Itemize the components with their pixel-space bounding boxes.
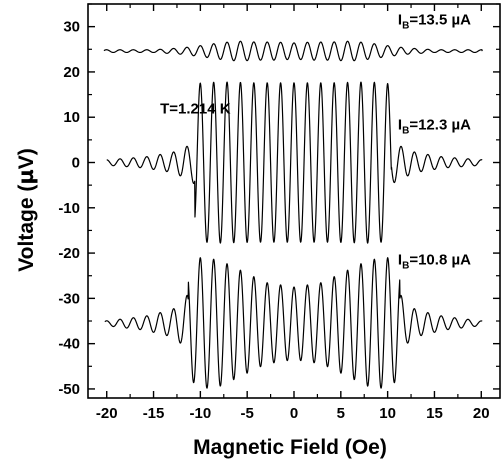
- x-tick-label: -10: [190, 405, 212, 422]
- series-layer: [103, 40, 483, 389]
- plot-border: [87, 3, 501, 399]
- x-tick-label: 15: [426, 405, 443, 422]
- x-tick-label: 0: [290, 405, 298, 422]
- annotation-ib1: IB=13.5 µA: [398, 11, 471, 31]
- y-axis: -50 -40 -30 -20 -10 0 10 20 30: [58, 3, 500, 398]
- x-tick-label: -20: [96, 405, 118, 422]
- plot-frame: [87, 3, 501, 399]
- y-tick-label: 0: [72, 155, 80, 172]
- y-tick-label: 30: [63, 19, 80, 36]
- y-tick-label: 20: [63, 64, 80, 81]
- x-axis-label: Magnetic Field (Oe): [193, 436, 387, 459]
- annotations: T=1.214 K IB=13.5 µA IB=12.3 µA IB=10.8 µA: [160, 11, 471, 271]
- x-tick-label: -15: [143, 405, 165, 422]
- series-line-3: [104, 257, 483, 389]
- annotation-ib2: IB=12.3 µA: [398, 116, 471, 136]
- series-line-1: [103, 40, 483, 62]
- y-tick-label: -20: [58, 245, 80, 262]
- x-tick-label: -5: [241, 405, 254, 422]
- annotation-temp: T=1.214 K: [160, 101, 231, 118]
- y-tick-label: 10: [63, 109, 80, 126]
- x-axis: -20 -15 -10 -5 0 5 10 15 20: [96, 4, 490, 422]
- y-tick-label: -40: [58, 336, 80, 353]
- annotation-ib3: IB=10.8 µA: [398, 251, 471, 271]
- y-tick-label: -50: [58, 381, 80, 398]
- x-tick-label: 10: [379, 405, 396, 422]
- y-axis-label: Voltage (µV): [14, 148, 38, 272]
- y-tick-label: -10: [58, 200, 80, 217]
- x-tick-label: 20: [473, 405, 490, 422]
- x-tick-label: 5: [337, 405, 345, 422]
- series-line-2: [106, 81, 483, 244]
- y-tick-label: -30: [58, 290, 80, 307]
